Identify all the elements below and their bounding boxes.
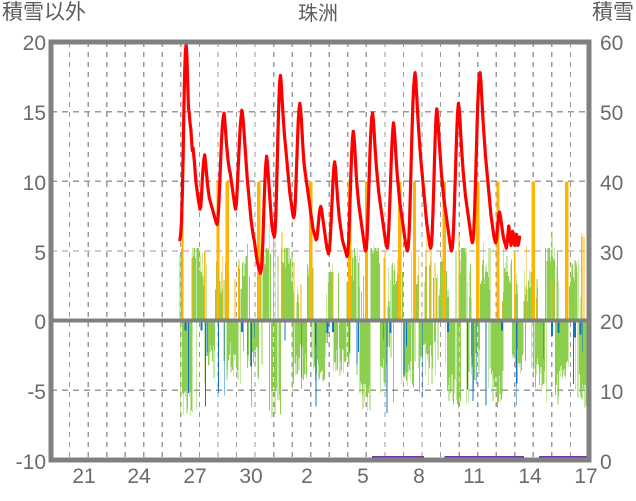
- x-tick-14: 14: [518, 465, 542, 488]
- x-tick-24: 24: [127, 465, 151, 488]
- y-tick-right-50: 50: [600, 102, 624, 125]
- x-tick-2: 2: [301, 465, 313, 488]
- y-tick-left-10: 10: [22, 172, 46, 195]
- y-tick-right-30: 30: [600, 242, 624, 265]
- y-tick-left-20: 20: [22, 32, 46, 55]
- x-tick-27: 27: [183, 465, 207, 488]
- x-tick-11: 11: [463, 465, 485, 488]
- x-tick-17: 17: [574, 465, 598, 488]
- y-tick-right-10: 10: [600, 381, 624, 404]
- y-tick-right-60: 60: [600, 32, 624, 55]
- plot-frame: [48, 39, 592, 463]
- gridlines: [51, 42, 589, 460]
- y-tick-right-0: 0: [600, 451, 612, 474]
- x-tick-30: 30: [239, 465, 263, 488]
- y-tick-left-0: 0: [34, 311, 46, 334]
- x-tick-8: 8: [413, 465, 425, 488]
- y-tick-right-20: 20: [600, 311, 624, 334]
- x-tick-21: 21: [72, 465, 96, 488]
- left-axis-title: 積雪以外: [2, 1, 86, 24]
- y-tick-left-m10: -10: [15, 451, 46, 474]
- bar-series-layer: [179, 181, 589, 418]
- y-tick-left-15: 15: [22, 102, 46, 125]
- y-tick-left-m5: -5: [27, 381, 46, 404]
- x-tick-5: 5: [357, 465, 369, 488]
- page-title: 珠洲: [298, 3, 338, 25]
- y-tick-right-40: 40: [600, 172, 624, 195]
- temperature-line: [178, 43, 522, 275]
- right-axis-title: 積雪: [592, 1, 634, 24]
- y-tick-left-5: 5: [34, 242, 46, 265]
